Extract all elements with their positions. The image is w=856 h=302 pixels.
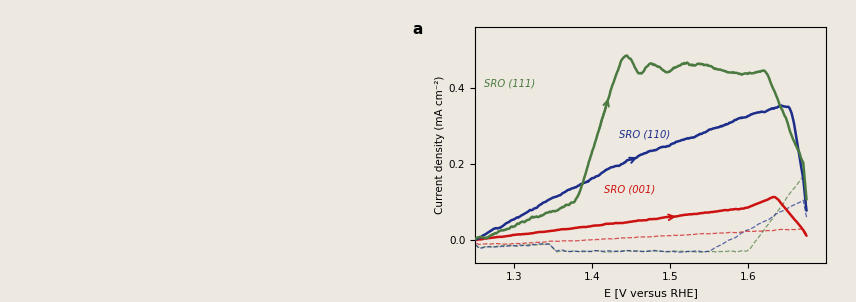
Text: SRO (110): SRO (110): [620, 129, 670, 139]
Text: SRO (111): SRO (111): [484, 78, 536, 88]
Y-axis label: Current density (mA cm⁻²): Current density (mA cm⁻²): [435, 76, 444, 214]
Text: a: a: [412, 22, 422, 37]
X-axis label: E [V versus RHE]: E [V versus RHE]: [603, 288, 698, 298]
Text: SRO (001): SRO (001): [603, 185, 655, 194]
